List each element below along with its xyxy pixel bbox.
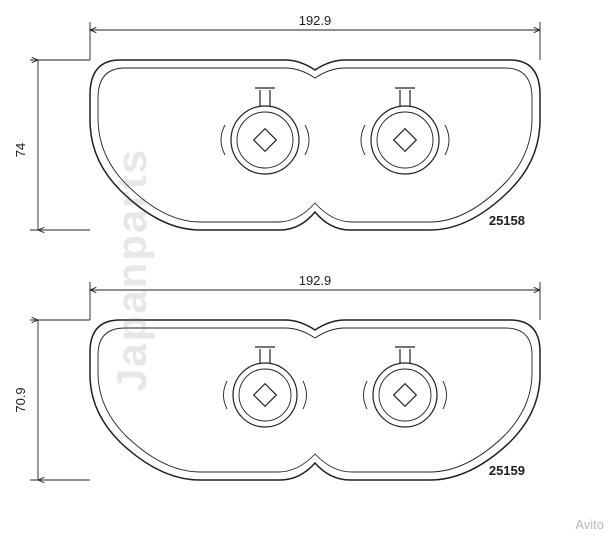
dim-height-label-top: 74 — [13, 143, 28, 157]
dim-width-label-bottom: 192.9 — [299, 273, 332, 288]
part-number-bottom: 25159 — [489, 463, 525, 478]
dim-width-label-top: 192.9 — [299, 13, 332, 28]
clip-top-left — [221, 88, 309, 174]
clip-bottom-left — [224, 347, 307, 427]
brand-avito: Avito — [575, 517, 604, 532]
clip-bottom-right — [364, 347, 447, 427]
diagram-svg: 192.9 74 25158 — [0, 0, 616, 540]
part-number-top: 25158 — [489, 213, 525, 228]
pad-top — [90, 60, 540, 230]
dim-height-label-bottom: 70.9 — [13, 387, 28, 412]
pad-bottom — [90, 320, 540, 480]
clip-top-right — [361, 88, 449, 174]
